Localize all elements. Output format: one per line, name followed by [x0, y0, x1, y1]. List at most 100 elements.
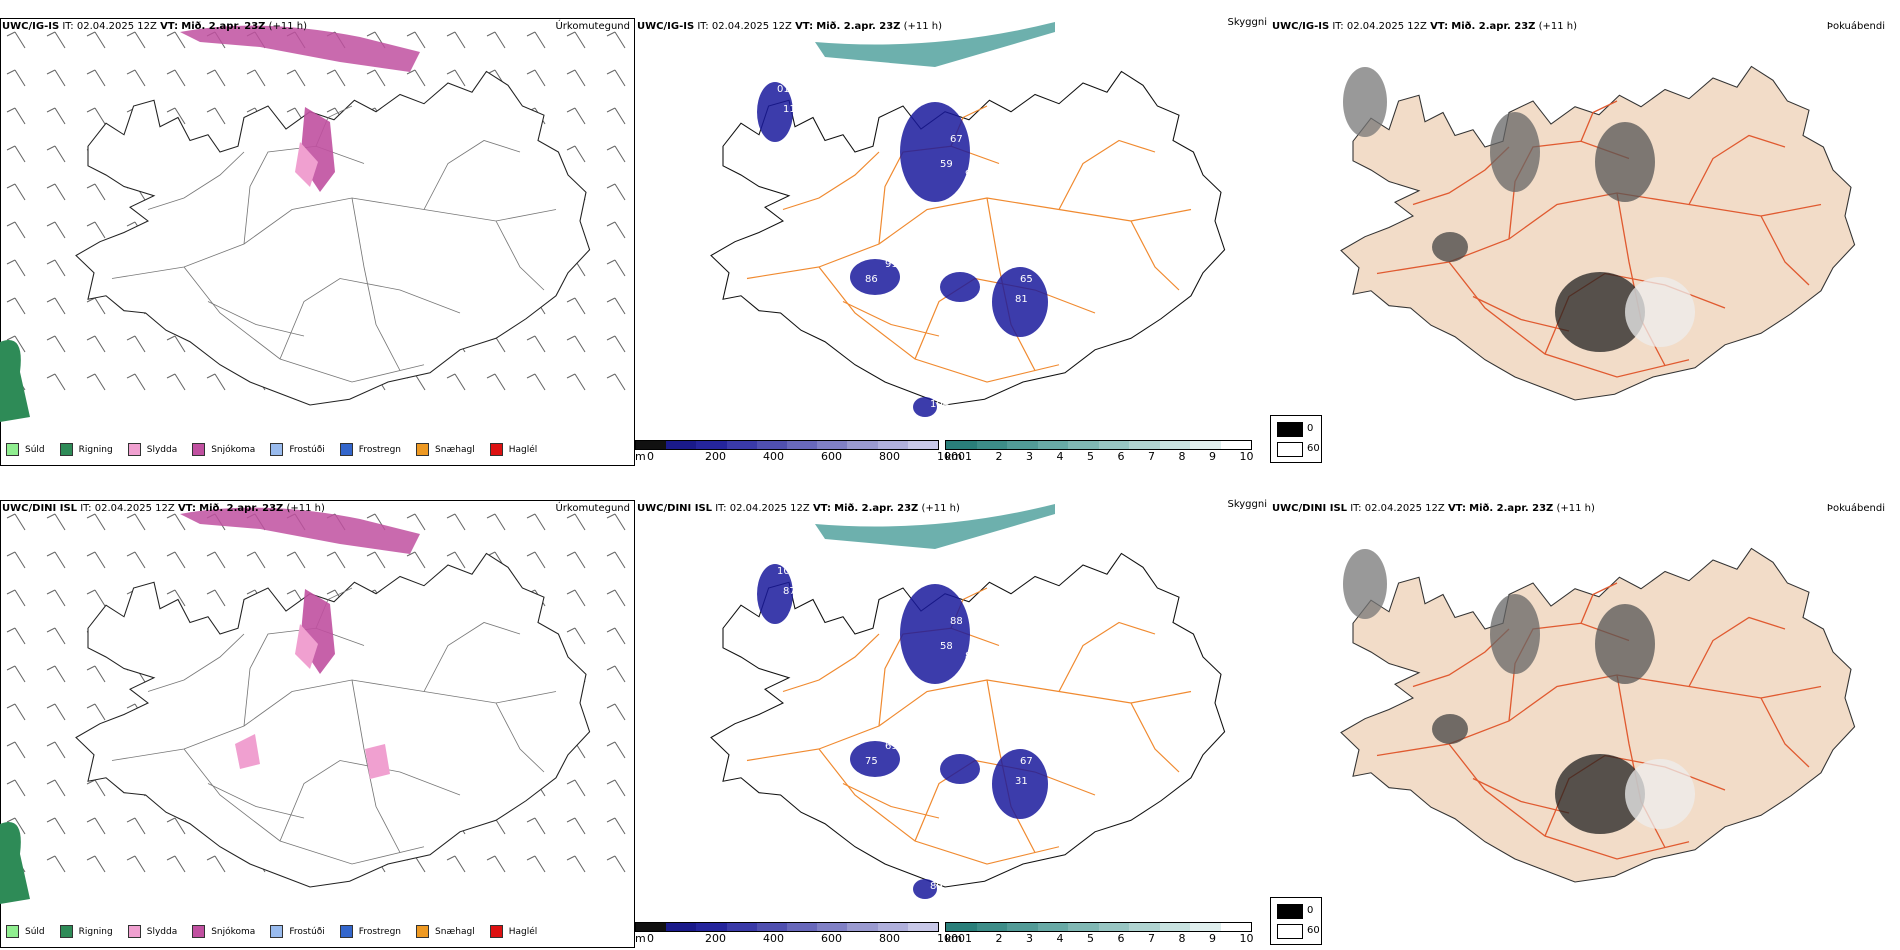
colorbar-tick: 1 — [965, 450, 972, 463]
ceiling-value: 86 — [865, 274, 878, 285]
fog-area — [1343, 549, 1387, 619]
fog-area — [1432, 232, 1468, 262]
model: UWC/IG-IS — [2, 21, 60, 32]
ceiling-value: 89 — [930, 881, 943, 892]
model: UWC/IG-IS — [637, 21, 695, 32]
rain-area — [0, 822, 30, 904]
road-network — [111, 105, 557, 383]
legend-swatch — [127, 443, 141, 456]
fog-area — [1595, 122, 1655, 202]
colorbar-tick: 0 — [647, 450, 654, 463]
low-ceiling-area — [940, 272, 980, 302]
run-header: UWC/IG-IS IT: 02.04.2025 12Z VT: Mið. 2.… — [637, 21, 942, 32]
legend-swatch — [127, 925, 141, 938]
legend-item: Haglél — [489, 443, 537, 456]
ceiling-value: 10 — [777, 566, 790, 577]
precip-type-map — [0, 500, 635, 948]
lead: (+11 h) — [921, 503, 960, 514]
legend-label: Haglél — [508, 926, 538, 937]
it-value: 02.04.2025 12Z — [729, 503, 810, 514]
ceiling-height-colorbar: m 0 200 400 600 800 1000 — [635, 922, 965, 946]
low-ceiling-area — [900, 102, 970, 202]
vt-label: VT: — [160, 21, 179, 32]
ceiling-value: 69 — [885, 741, 898, 752]
ceiling-value: 65 — [1020, 274, 1033, 285]
model: UWC/DINI ISL — [637, 503, 713, 514]
colorbar-tick: 2 — [995, 932, 1003, 945]
fog-area — [1432, 714, 1468, 744]
colorbar-tick: 400 — [763, 450, 784, 463]
precip-legend: Súld Rigning Slydda Snjókoma Frostúði Frostre… — [6, 443, 552, 456]
colorbar-tick: 6 — [1117, 450, 1125, 463]
fog-map — [1340, 547, 1856, 883]
colorbar-tick: 4 — [1056, 450, 1064, 463]
ceiling-value: 91 — [885, 259, 898, 270]
low-ceiling-area — [913, 879, 937, 899]
ceiling-visibility-panel: 01 11 67 130 59 90 91 89 65 86 81 104 UWC/IG-IS IT: … — [635, 12, 1275, 467]
legend-swatch — [59, 925, 73, 938]
vt-label: VT: — [1447, 503, 1466, 514]
ceiling-value: 104 — [930, 399, 949, 410]
precip-legend: Súld Rigning Slydda Snjókoma Frostúði Frostre… — [6, 925, 552, 938]
fog-indicator-panel: UWC/IG-IS IT: 02.04.2025 12Z VT: Mið. 2.… — [1270, 12, 1890, 467]
ceiling-value: 87 — [783, 586, 796, 597]
colorbar-unit: m — [635, 932, 646, 945]
legend-item: Súld — [6, 925, 45, 938]
legend-label: Rigning — [78, 444, 113, 455]
legend-label: Frostúði — [289, 926, 325, 937]
colorbar-tick: 9 — [1209, 932, 1216, 945]
colorbar-tick: 8 — [1178, 932, 1186, 945]
legend-swatch — [59, 443, 73, 456]
vt-value: Mið. 2.apr. 23Z — [834, 503, 919, 514]
legend-item: Frostúði — [270, 443, 325, 456]
colorbar-tick: 2 — [995, 450, 1003, 463]
fog-area — [1555, 754, 1645, 834]
legend-label: Snæhagl — [435, 444, 475, 455]
legend-label: Frostúði — [289, 444, 325, 455]
vt-label: VT: — [795, 21, 814, 32]
legend-label: Frostregn — [358, 444, 402, 455]
colorbar-tick: 1000 — [937, 932, 965, 945]
legend-label: Slydda — [146, 444, 178, 455]
ceiling-height-colorbar: m 0 200 400 600 800 1000 — [635, 440, 965, 464]
fog-area — [1595, 604, 1655, 684]
legend-item: Slydda — [127, 925, 177, 938]
ceiling-value: 90 — [965, 169, 978, 180]
low-ceiling-area — [940, 754, 980, 784]
fog-area — [1490, 112, 1540, 192]
colorbar-tick: 5 — [1087, 932, 1094, 945]
legend-label: Súld — [25, 444, 45, 455]
low-ceiling-area — [850, 259, 900, 295]
run-header: UWC/DINI ISL IT: 02.04.2025 12Z VT: Mið.… — [637, 503, 960, 514]
ceiling-value: 89 — [950, 259, 963, 270]
fog-map — [1340, 65, 1856, 401]
it-label: IT: — [1350, 503, 1362, 514]
legend-item: Haglél — [489, 925, 538, 938]
rain-area — [0, 340, 30, 422]
panel-title: Skyggni — [1227, 499, 1267, 510]
legend-swatch — [489, 925, 503, 938]
panel-title: Úrkomutegund — [555, 503, 630, 514]
low-ceiling-area — [992, 749, 1048, 819]
run-header: UWC/DINI ISL IT: 02.04.2025 12Z VT: Mið.… — [2, 503, 325, 514]
it-value: 02.04.2025 12Z — [711, 21, 792, 32]
legend-swatch — [489, 443, 503, 456]
legend-label: Súld — [25, 926, 45, 937]
fog-area — [1490, 594, 1540, 674]
legend-swatch — [339, 925, 353, 938]
sleet-area — [295, 624, 318, 669]
legend-swatch — [416, 443, 430, 456]
legend-swatch — [270, 925, 284, 938]
colorbar-tick: 10 — [1239, 450, 1254, 463]
fog-legend-label: 60 — [1307, 443, 1320, 454]
fog-area — [1555, 272, 1645, 352]
legend-item: Frostregn — [339, 443, 402, 456]
panel-title: Skyggni — [1227, 17, 1267, 28]
ceiling-value: 01 — [777, 84, 790, 95]
ceiling-value: 130 — [970, 134, 989, 145]
fog-indicator-panel: UWC/DINI ISL IT: 02.04.2025 12Z VT: Mið.… — [1270, 494, 1890, 949]
colorbar-tick: 800 — [879, 450, 900, 463]
low-ceiling-area — [757, 564, 793, 624]
legend-swatch — [192, 443, 206, 456]
legend-item: Snjókoma — [192, 925, 255, 938]
